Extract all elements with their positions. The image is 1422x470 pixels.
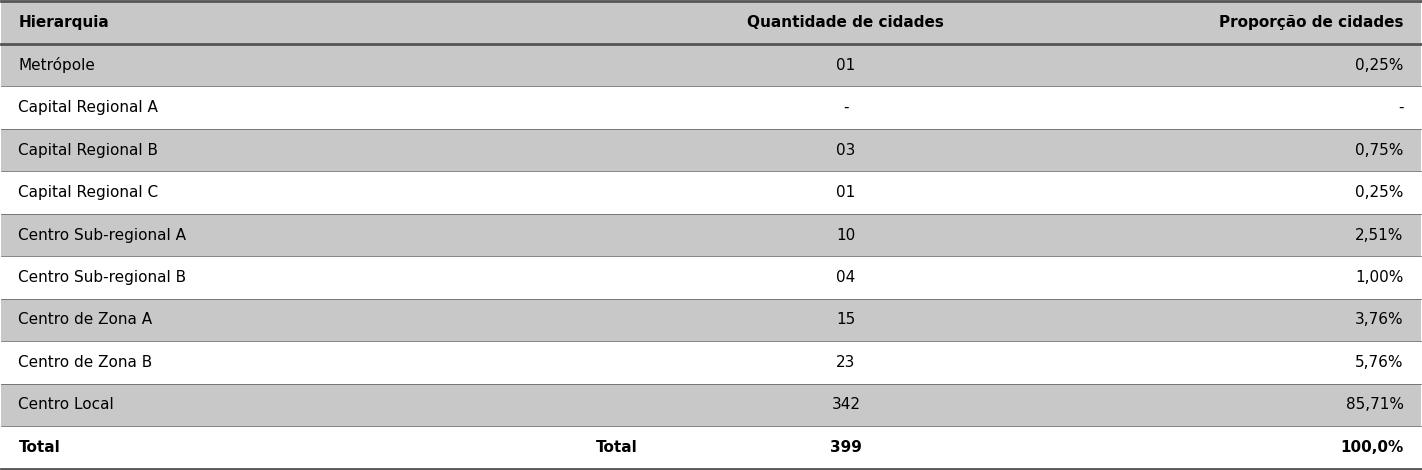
Bar	[1038, 341, 1421, 384]
Bar	[1038, 171, 1421, 214]
Text: Metrópole: Metrópole	[18, 57, 95, 73]
Bar	[1, 1, 654, 44]
Bar	[1038, 214, 1421, 256]
Text: 100,0%: 100,0%	[1341, 440, 1404, 455]
Text: 3,76%: 3,76%	[1355, 313, 1404, 328]
Text: -: -	[843, 100, 849, 115]
Bar	[1, 256, 654, 299]
Text: 10: 10	[836, 227, 856, 243]
Bar	[1038, 129, 1421, 171]
Bar	[1, 86, 654, 129]
Bar	[654, 214, 1038, 256]
Bar	[654, 384, 1038, 426]
Text: Centro de Zona B: Centro de Zona B	[18, 355, 152, 370]
Text: Total: Total	[18, 440, 60, 455]
Bar	[1, 171, 654, 214]
Text: 5,76%: 5,76%	[1355, 355, 1404, 370]
Bar	[1, 214, 654, 256]
Bar	[1, 426, 654, 469]
Text: 85,71%: 85,71%	[1345, 398, 1404, 412]
Bar	[1038, 426, 1421, 469]
Text: Hierarquia: Hierarquia	[18, 15, 109, 30]
Text: 04: 04	[836, 270, 856, 285]
Bar	[1, 384, 654, 426]
Text: Proporção de cidades: Proporção de cidades	[1219, 15, 1404, 30]
Bar	[654, 129, 1038, 171]
Bar	[1038, 44, 1421, 86]
Bar	[1, 129, 654, 171]
Text: -: -	[1398, 100, 1404, 115]
Text: Capital Regional A: Capital Regional A	[18, 100, 158, 115]
Bar	[1038, 384, 1421, 426]
Bar	[654, 256, 1038, 299]
Text: 23: 23	[836, 355, 856, 370]
Bar	[654, 299, 1038, 341]
Text: 01: 01	[836, 58, 856, 72]
Bar	[1038, 299, 1421, 341]
Text: Centro de Zona A: Centro de Zona A	[18, 313, 152, 328]
Text: 01: 01	[836, 185, 856, 200]
Text: 03: 03	[836, 142, 856, 157]
Text: Capital Regional C: Capital Regional C	[18, 185, 158, 200]
Bar	[1038, 1, 1421, 44]
Bar	[654, 341, 1038, 384]
Text: Quantidade de cidades: Quantidade de cidades	[748, 15, 944, 30]
Bar	[1, 426, 654, 469]
Text: 0,25%: 0,25%	[1355, 185, 1404, 200]
Text: Centro Sub-regional B: Centro Sub-regional B	[18, 270, 186, 285]
Bar	[654, 426, 1038, 469]
Bar	[1, 341, 654, 384]
Bar	[654, 171, 1038, 214]
Bar	[1, 44, 654, 86]
Text: 2,51%: 2,51%	[1355, 227, 1404, 243]
Text: Total: Total	[596, 440, 637, 455]
Bar	[1, 299, 654, 341]
Bar	[654, 44, 1038, 86]
Text: 0,25%: 0,25%	[1355, 58, 1404, 72]
Text: Centro Sub-regional A: Centro Sub-regional A	[18, 227, 186, 243]
Bar	[1038, 256, 1421, 299]
Text: 15: 15	[836, 313, 856, 328]
Bar	[654, 86, 1038, 129]
Text: Capital Regional B: Capital Regional B	[18, 142, 158, 157]
Text: 399: 399	[830, 440, 862, 455]
Bar	[654, 1, 1038, 44]
Text: 342: 342	[832, 398, 860, 412]
Text: 0,75%: 0,75%	[1355, 142, 1404, 157]
Bar	[1038, 86, 1421, 129]
Text: Centro Local: Centro Local	[18, 398, 114, 412]
Text: 1,00%: 1,00%	[1355, 270, 1404, 285]
